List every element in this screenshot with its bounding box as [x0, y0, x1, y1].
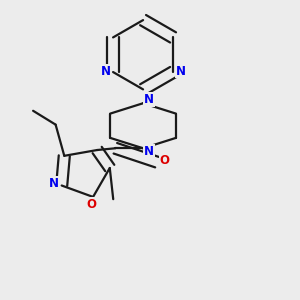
- Text: N: N: [49, 177, 59, 190]
- Text: N: N: [144, 145, 154, 158]
- Text: N: N: [100, 64, 110, 77]
- Text: N: N: [176, 64, 186, 77]
- Text: O: O: [160, 154, 170, 167]
- Text: N: N: [144, 93, 154, 106]
- Text: O: O: [86, 198, 96, 211]
